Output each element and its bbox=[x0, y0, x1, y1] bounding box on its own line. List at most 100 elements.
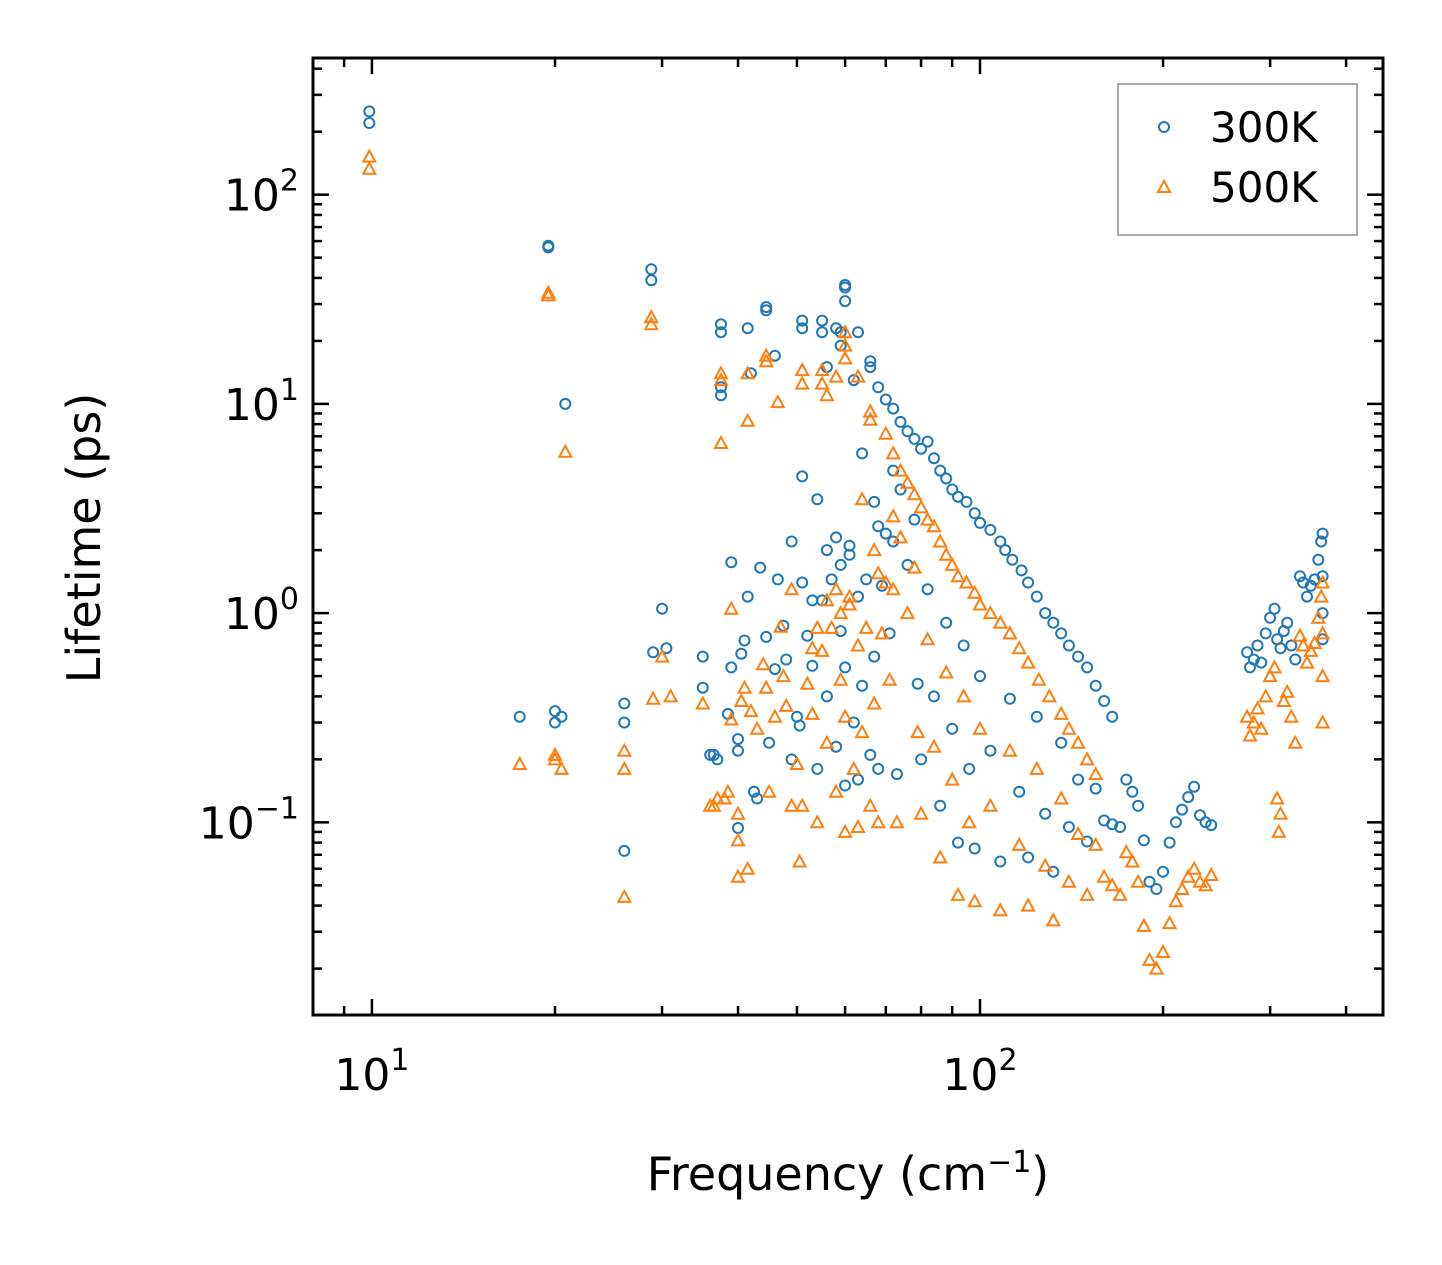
legend-marker-500k bbox=[1156, 178, 1172, 193]
data-point bbox=[833, 671, 849, 686]
data-point bbox=[1132, 799, 1145, 812]
data-point bbox=[1126, 785, 1139, 798]
data-point bbox=[1002, 625, 1018, 640]
data-point bbox=[1106, 818, 1119, 831]
data-point bbox=[1072, 650, 1085, 663]
data-point bbox=[767, 708, 783, 723]
data-point bbox=[960, 495, 973, 508]
x-axis-title: Frequency (cm−1) bbox=[647, 1145, 1050, 1201]
data-point bbox=[715, 389, 727, 402]
data-point bbox=[1047, 616, 1060, 629]
data-point bbox=[793, 719, 806, 732]
data-point bbox=[1011, 640, 1027, 655]
data-point bbox=[1315, 535, 1328, 548]
data-point bbox=[944, 556, 960, 571]
data-point bbox=[864, 361, 877, 374]
data-point bbox=[928, 452, 940, 465]
data-point bbox=[512, 755, 528, 770]
data-point bbox=[946, 722, 959, 735]
data-point bbox=[834, 558, 847, 571]
data-point bbox=[1292, 627, 1308, 642]
data-point bbox=[1112, 886, 1128, 901]
legend-label-300k: 300K bbox=[1210, 103, 1319, 152]
data-point bbox=[908, 432, 921, 445]
data-point bbox=[1006, 553, 1019, 566]
data-point bbox=[1020, 654, 1036, 669]
data-point bbox=[1031, 671, 1047, 686]
data-point bbox=[1176, 803, 1189, 816]
data-point bbox=[735, 647, 748, 660]
data-point bbox=[730, 805, 746, 820]
data-point bbox=[944, 771, 960, 786]
series-300K bbox=[363, 105, 1329, 895]
data-point bbox=[725, 556, 738, 569]
data-point bbox=[901, 425, 914, 438]
plot-frame bbox=[311, 56, 1385, 1017]
data-point bbox=[854, 724, 870, 739]
data-point bbox=[878, 574, 894, 589]
data-point bbox=[760, 304, 773, 317]
data-point bbox=[950, 886, 966, 901]
data-point bbox=[940, 616, 953, 629]
data-point bbox=[1124, 853, 1140, 868]
data-point bbox=[874, 625, 890, 640]
data-point bbox=[839, 779, 852, 792]
data-point bbox=[885, 508, 901, 523]
data-point bbox=[616, 742, 632, 757]
data-point bbox=[778, 697, 794, 712]
data-point bbox=[819, 734, 835, 749]
data-point bbox=[811, 493, 824, 506]
data-point bbox=[1301, 590, 1313, 603]
data-point bbox=[870, 814, 886, 829]
data-point bbox=[716, 790, 733, 805]
data-point bbox=[645, 274, 658, 287]
data-point bbox=[1150, 883, 1163, 895]
data-point bbox=[1148, 960, 1165, 975]
data-point bbox=[885, 581, 901, 596]
data-point bbox=[926, 518, 942, 533]
data-point bbox=[1120, 773, 1133, 786]
data-point bbox=[994, 855, 1007, 868]
data-point bbox=[1013, 785, 1026, 798]
data-point bbox=[1314, 574, 1331, 589]
data-point bbox=[837, 823, 853, 838]
data-point bbox=[1271, 823, 1287, 838]
data-point bbox=[864, 355, 877, 368]
data-point bbox=[1003, 692, 1016, 705]
data-point bbox=[938, 546, 954, 561]
data-point bbox=[1061, 873, 1077, 888]
data-point bbox=[1081, 835, 1094, 848]
data-point bbox=[846, 760, 862, 775]
data-point bbox=[823, 619, 840, 634]
data-point bbox=[946, 483, 959, 496]
data-point bbox=[1096, 868, 1112, 883]
data-point bbox=[837, 708, 853, 723]
data-point bbox=[894, 483, 907, 496]
data-point bbox=[872, 381, 885, 394]
data-point bbox=[791, 853, 808, 868]
data-point bbox=[741, 590, 754, 603]
data-point bbox=[1182, 791, 1195, 804]
data-point bbox=[1303, 642, 1319, 657]
data-point bbox=[1098, 695, 1111, 707]
data-point bbox=[656, 602, 669, 615]
data-point bbox=[733, 692, 749, 707]
data-point bbox=[837, 350, 853, 365]
data-point bbox=[1285, 639, 1298, 652]
data-point bbox=[1079, 886, 1095, 901]
data-point bbox=[1180, 868, 1196, 883]
data-point bbox=[839, 295, 852, 308]
data-point bbox=[1061, 720, 1077, 735]
data-point bbox=[919, 511, 936, 526]
data-point bbox=[806, 659, 819, 672]
data-point bbox=[796, 314, 809, 327]
data-point bbox=[862, 403, 878, 418]
y-tick-label: 10−1 bbox=[199, 791, 299, 849]
data-point bbox=[1070, 825, 1086, 840]
data-point bbox=[553, 760, 570, 775]
data-point bbox=[715, 381, 727, 394]
data-point bbox=[852, 326, 864, 339]
data-point bbox=[968, 842, 981, 855]
data-point bbox=[1295, 637, 1311, 652]
data-point bbox=[1306, 634, 1323, 649]
